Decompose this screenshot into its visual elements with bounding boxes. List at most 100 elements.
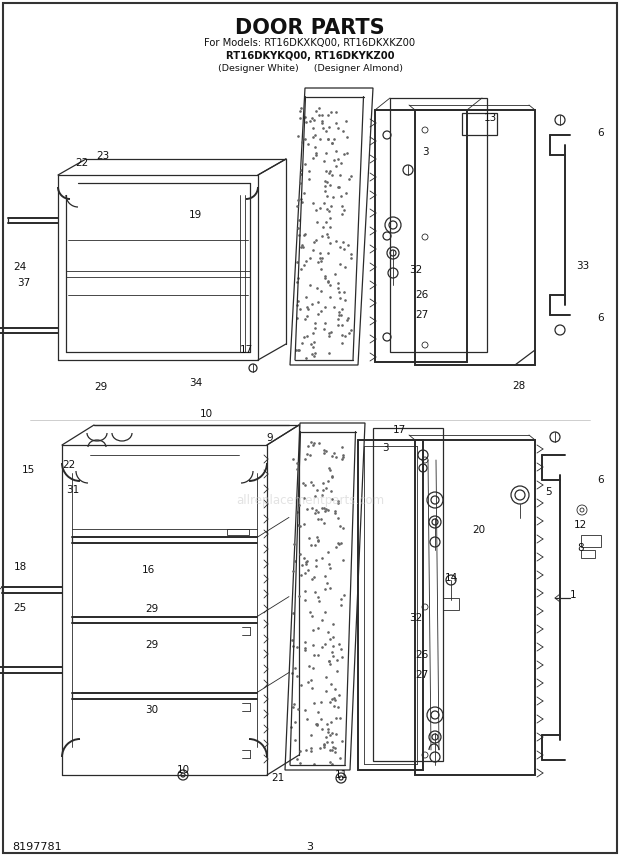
Point [323,230,333,244]
Point [299,517,309,531]
Point [306,728,316,741]
Text: 29: 29 [145,640,159,650]
Point [309,335,319,348]
Point [325,290,335,304]
Text: 21: 21 [272,773,285,783]
Point [327,136,337,150]
Point [315,251,325,265]
Text: 3: 3 [422,147,428,157]
Point [324,166,334,180]
Point [294,213,304,227]
Point [332,181,342,194]
Point [326,211,335,224]
Point [321,481,331,495]
Point [311,585,321,598]
Point [298,194,308,208]
Point [317,550,327,564]
Point [321,730,331,744]
Bar [358,440,423,770]
Text: 34: 34 [189,378,203,388]
Point [316,263,326,276]
Text: 20: 20 [472,525,485,535]
Point [317,722,327,735]
Point [327,199,337,212]
Point [334,312,343,325]
Point [328,630,338,644]
Point [326,484,336,498]
Point [295,302,305,316]
Point [303,712,312,726]
Point [300,643,310,657]
Point [322,545,332,559]
Point [338,235,348,249]
Point [312,307,322,321]
Text: 29: 29 [94,382,108,392]
Point [335,711,345,725]
Point [311,128,321,142]
Text: 9: 9 [267,433,273,443]
Point [316,304,326,318]
Point [308,130,318,144]
Point [319,737,329,751]
Point [292,455,302,469]
Point [335,291,345,305]
Point [326,178,335,192]
Point [337,651,347,664]
Point [322,734,332,748]
Point [299,229,309,242]
Point [305,252,315,265]
Point [343,239,353,253]
Point [325,657,335,671]
Point [331,541,341,555]
Point [296,241,306,254]
Point [288,453,298,467]
Text: 12: 12 [574,520,587,530]
Point [301,133,311,146]
Point [316,254,326,268]
Point [304,659,314,673]
Point [330,507,340,520]
Point [333,122,343,135]
Point [324,204,334,217]
Point [293,193,303,207]
Point [291,555,301,568]
Point [334,309,344,323]
Point [296,111,306,125]
Point [302,309,312,323]
Point [308,122,317,135]
Point [300,593,310,607]
Point [334,638,344,651]
Text: 27: 27 [415,310,428,320]
Point [319,443,329,457]
Point [329,691,339,704]
Point [291,462,301,476]
Text: 27: 27 [415,670,428,680]
Point [320,637,330,651]
Point [309,349,319,363]
Point [296,568,306,582]
Point [327,744,337,758]
Point [300,452,310,466]
Point [311,489,321,502]
Point [334,511,343,525]
Point [288,607,298,621]
Point [296,262,306,276]
Text: 6: 6 [598,475,604,485]
Point [325,728,335,741]
Point [342,312,352,326]
Point [329,300,339,313]
Point [331,116,341,130]
Point [325,632,335,645]
Text: 28: 28 [512,381,526,391]
Point [294,176,304,190]
Point [309,696,319,710]
Point [328,649,338,663]
Point [309,570,319,584]
Point [337,642,347,656]
Point [303,439,313,453]
Point [342,146,352,159]
Point [330,267,340,281]
Point [323,246,333,259]
Point [293,128,303,142]
Point [292,275,302,288]
